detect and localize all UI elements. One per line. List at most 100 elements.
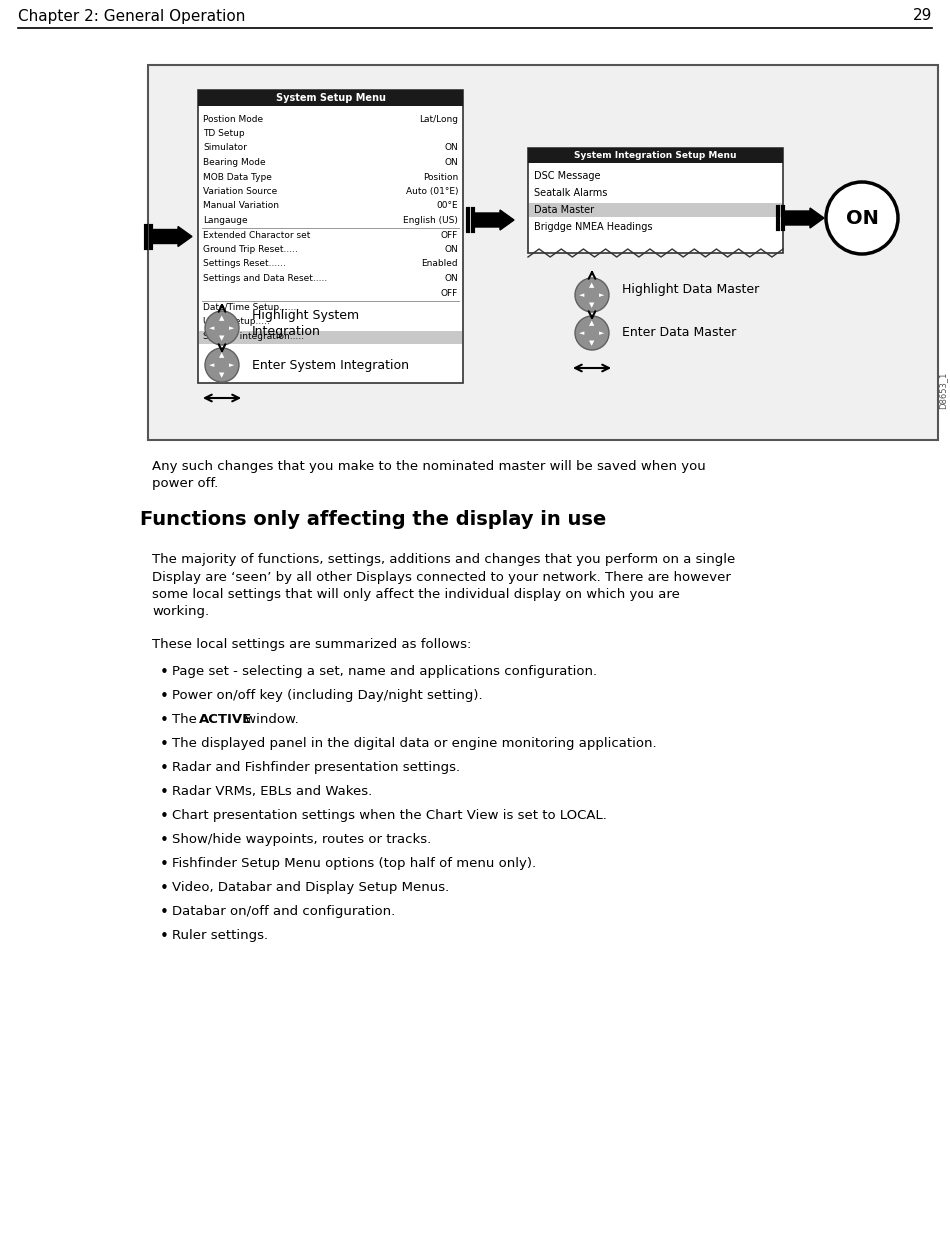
Text: ◄: ◄ — [209, 325, 215, 331]
Text: 00°E: 00°E — [436, 201, 458, 210]
Text: ▲: ▲ — [589, 282, 595, 288]
Text: System Integration Setup Menu: System Integration Setup Menu — [574, 151, 737, 161]
Text: ▲: ▲ — [589, 320, 595, 326]
Circle shape — [575, 316, 609, 350]
Text: Date/Time Setup.......: Date/Time Setup....... — [203, 303, 299, 312]
Text: Ruler settings.: Ruler settings. — [172, 929, 268, 942]
Text: ►: ► — [229, 362, 235, 368]
Text: ►: ► — [599, 291, 604, 298]
Text: Extended Charactor set: Extended Charactor set — [203, 231, 311, 240]
Text: Fishfinder Setup Menu options (top half of menu only).: Fishfinder Setup Menu options (top half … — [172, 857, 536, 869]
Bar — [198, 90, 463, 383]
Bar — [148, 65, 938, 440]
Text: window.: window. — [241, 713, 298, 726]
Text: ◄: ◄ — [580, 291, 585, 298]
Text: Settings Reset......: Settings Reset...... — [203, 259, 286, 268]
Text: •: • — [160, 929, 169, 944]
Text: Chart presentation settings when the Chart View is set to LOCAL.: Chart presentation settings when the Cha… — [172, 809, 607, 823]
Text: Enter Data Master: Enter Data Master — [622, 326, 736, 340]
Text: The displayed panel in the digital data or engine monitoring application.: The displayed panel in the digital data … — [172, 737, 656, 750]
Text: Video, Databar and Display Setup Menus.: Video, Databar and Display Setup Menus. — [172, 881, 449, 894]
Text: ▼: ▼ — [219, 372, 225, 378]
Text: Power on/off key (including Day/night setting).: Power on/off key (including Day/night se… — [172, 689, 483, 701]
Text: ►: ► — [229, 325, 235, 331]
Text: Show/hide waypoints, routes or tracks.: Show/hide waypoints, routes or tracks. — [172, 832, 431, 846]
Text: Data Master: Data Master — [534, 205, 594, 215]
Bar — [529, 203, 782, 217]
Text: MOB Data Type: MOB Data Type — [203, 173, 272, 182]
Text: Page set - selecting a set, name and applications configuration.: Page set - selecting a set, name and app… — [172, 664, 598, 678]
Text: The majority of functions, settings, additions and changes that you perform on a: The majority of functions, settings, add… — [152, 553, 735, 619]
Circle shape — [826, 182, 898, 254]
Text: •: • — [160, 832, 169, 848]
Text: Simulator: Simulator — [203, 143, 247, 152]
Bar — [199, 331, 462, 343]
Circle shape — [205, 311, 239, 345]
Text: Bearing Mode: Bearing Mode — [203, 158, 266, 167]
Text: •: • — [160, 713, 169, 727]
Text: Auto (01°E): Auto (01°E) — [406, 186, 458, 196]
Text: Manual Variation: Manual Variation — [203, 201, 279, 210]
Text: ACTIVE: ACTIVE — [199, 713, 253, 726]
Text: Radar VRMs, EBLs and Wakes.: Radar VRMs, EBLs and Wakes. — [172, 785, 372, 798]
Text: Seatalk Alarms: Seatalk Alarms — [534, 188, 607, 198]
Circle shape — [205, 348, 239, 382]
Text: Units Setup.....: Units Setup..... — [203, 317, 270, 326]
Text: English (US): English (US) — [403, 216, 458, 225]
Text: •: • — [160, 857, 169, 872]
Text: Functions only affecting the display in use: Functions only affecting the display in … — [140, 510, 606, 529]
Text: These local settings are summarized as follows:: These local settings are summarized as f… — [152, 638, 471, 651]
Text: Langauge: Langauge — [203, 216, 248, 225]
Text: •: • — [160, 809, 169, 824]
Text: Variation Source: Variation Source — [203, 186, 277, 196]
Text: ▲: ▲ — [219, 352, 225, 358]
Text: ▼: ▼ — [589, 301, 595, 308]
Text: Highlight System
Integration: Highlight System Integration — [252, 309, 359, 337]
Text: Chapter 2: General Operation: Chapter 2: General Operation — [18, 9, 245, 23]
FancyArrow shape — [472, 210, 514, 230]
Text: Enabled: Enabled — [422, 259, 458, 268]
Bar — [528, 148, 783, 253]
Text: •: • — [160, 905, 169, 920]
Text: OFF: OFF — [441, 231, 458, 240]
Text: ON: ON — [445, 143, 458, 152]
Text: ◄: ◄ — [580, 330, 585, 336]
Text: Highlight Data Master: Highlight Data Master — [622, 284, 759, 296]
Text: •: • — [160, 761, 169, 776]
Text: ON: ON — [846, 209, 879, 227]
Text: The: The — [172, 713, 201, 726]
Text: System Setup Menu: System Setup Menu — [276, 93, 386, 103]
Text: Databar on/off and configuration.: Databar on/off and configuration. — [172, 905, 395, 918]
Text: ►: ► — [599, 330, 604, 336]
Text: ▼: ▼ — [219, 335, 225, 341]
Text: Enter System Integration: Enter System Integration — [252, 358, 409, 372]
Text: OFF: OFF — [441, 289, 458, 298]
Text: System integration.....: System integration..... — [203, 332, 304, 341]
Text: Settings and Data Reset.....: Settings and Data Reset..... — [203, 274, 327, 283]
Text: Ground Trip Reset.....: Ground Trip Reset..... — [203, 245, 298, 254]
Text: Position: Position — [423, 173, 458, 182]
Bar — [198, 90, 463, 106]
FancyArrow shape — [782, 207, 824, 228]
Text: 29: 29 — [913, 9, 932, 23]
Text: Brigdge NMEA Headings: Brigdge NMEA Headings — [534, 222, 653, 232]
Text: Postion Mode: Postion Mode — [203, 115, 263, 124]
Text: ON: ON — [445, 274, 458, 283]
Text: Lat/Long: Lat/Long — [419, 115, 458, 124]
Text: ON: ON — [445, 245, 458, 254]
Text: ▲: ▲ — [219, 315, 225, 321]
Text: •: • — [160, 737, 169, 752]
Text: ▼: ▼ — [589, 340, 595, 346]
Text: DSC Message: DSC Message — [534, 170, 600, 182]
Text: Radar and Fishfinder presentation settings.: Radar and Fishfinder presentation settin… — [172, 761, 460, 774]
Text: D8653_1: D8653_1 — [939, 372, 947, 409]
Text: ◄: ◄ — [209, 362, 215, 368]
Text: •: • — [160, 881, 169, 897]
Text: Any such changes that you make to the nominated master will be saved when you
po: Any such changes that you make to the no… — [152, 459, 706, 490]
FancyArrow shape — [150, 226, 192, 247]
Text: ON: ON — [445, 158, 458, 167]
Text: •: • — [160, 689, 169, 704]
Text: •: • — [160, 664, 169, 680]
Text: TD Setup: TD Setup — [203, 128, 245, 138]
Text: •: • — [160, 785, 169, 800]
